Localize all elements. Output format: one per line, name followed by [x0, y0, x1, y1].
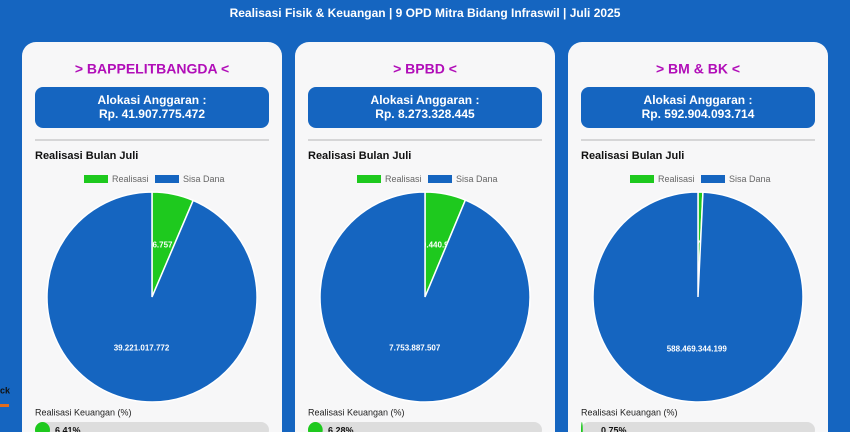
slice-label: 2.686.757.700	[137, 241, 189, 250]
pie-slice	[46, 191, 258, 403]
progress-track	[308, 422, 542, 432]
legend-swatch	[701, 175, 725, 183]
slice-label: 519.440.938	[413, 241, 458, 250]
progress-fill	[308, 422, 323, 432]
legend-label: Sisa Dana	[456, 174, 498, 184]
card-title: > BM & BK <	[656, 61, 740, 77]
progress-value: 0.75%	[601, 425, 627, 432]
allocation-box	[581, 87, 815, 128]
pie-slice	[319, 191, 531, 403]
chart-title: Realisasi Bulan Juli	[35, 150, 138, 162]
progress-fill	[581, 422, 583, 432]
progress-fill	[35, 422, 50, 432]
legend-swatch	[155, 175, 179, 183]
progress-label: Realisasi Keuangan (%)	[581, 407, 678, 417]
slice-label: 588.469.344.199	[667, 345, 728, 354]
page-title: Realisasi Fisik & Keuangan | 9 OPD Mitra…	[230, 6, 621, 20]
chart-title: Realisasi Bulan Juli	[581, 150, 684, 162]
card-title: > BPBD <	[393, 61, 457, 77]
allocation-value: Rp. 592.904.093.714	[642, 107, 755, 121]
pie-slice	[592, 191, 804, 403]
allocation-value: Rp. 8.273.328.445	[375, 107, 475, 121]
legend-label: Realisasi	[658, 174, 695, 184]
card-title: > BAPPELITBANGDA <	[75, 61, 229, 77]
allocation-value: Rp. 41.907.775.472	[99, 107, 205, 121]
slice-label: 39.221.017.772	[114, 344, 170, 353]
progress-label: Realisasi Keuangan (%)	[308, 407, 405, 417]
slice-label: 4.434.749.515	[674, 240, 726, 249]
progress-track	[35, 422, 269, 432]
progress-value: 6.41%	[55, 425, 81, 432]
legend-swatch	[630, 175, 654, 183]
allocation-label: Alokasi Anggaran :	[644, 93, 753, 107]
sidebar-accent	[0, 404, 9, 407]
legend-swatch	[428, 175, 452, 183]
sidebar-text: ck	[0, 385, 11, 395]
slice-label: 7.753.887.507	[389, 344, 441, 353]
allocation-box	[308, 87, 542, 128]
legend-label: Realisasi	[385, 174, 422, 184]
progress-track	[581, 422, 815, 432]
allocation-label: Alokasi Anggaran :	[371, 93, 480, 107]
legend-label: Sisa Dana	[183, 174, 225, 184]
progress-label: Realisasi Keuangan (%)	[35, 407, 132, 417]
legend-label: Sisa Dana	[729, 174, 771, 184]
legend-swatch	[84, 175, 108, 183]
legend-swatch	[357, 175, 381, 183]
allocation-label: Alokasi Anggaran :	[98, 93, 207, 107]
legend-label: Realisasi	[112, 174, 149, 184]
chart-title: Realisasi Bulan Juli	[308, 150, 411, 162]
progress-value: 6.28%	[328, 425, 354, 432]
allocation-box	[35, 87, 269, 128]
